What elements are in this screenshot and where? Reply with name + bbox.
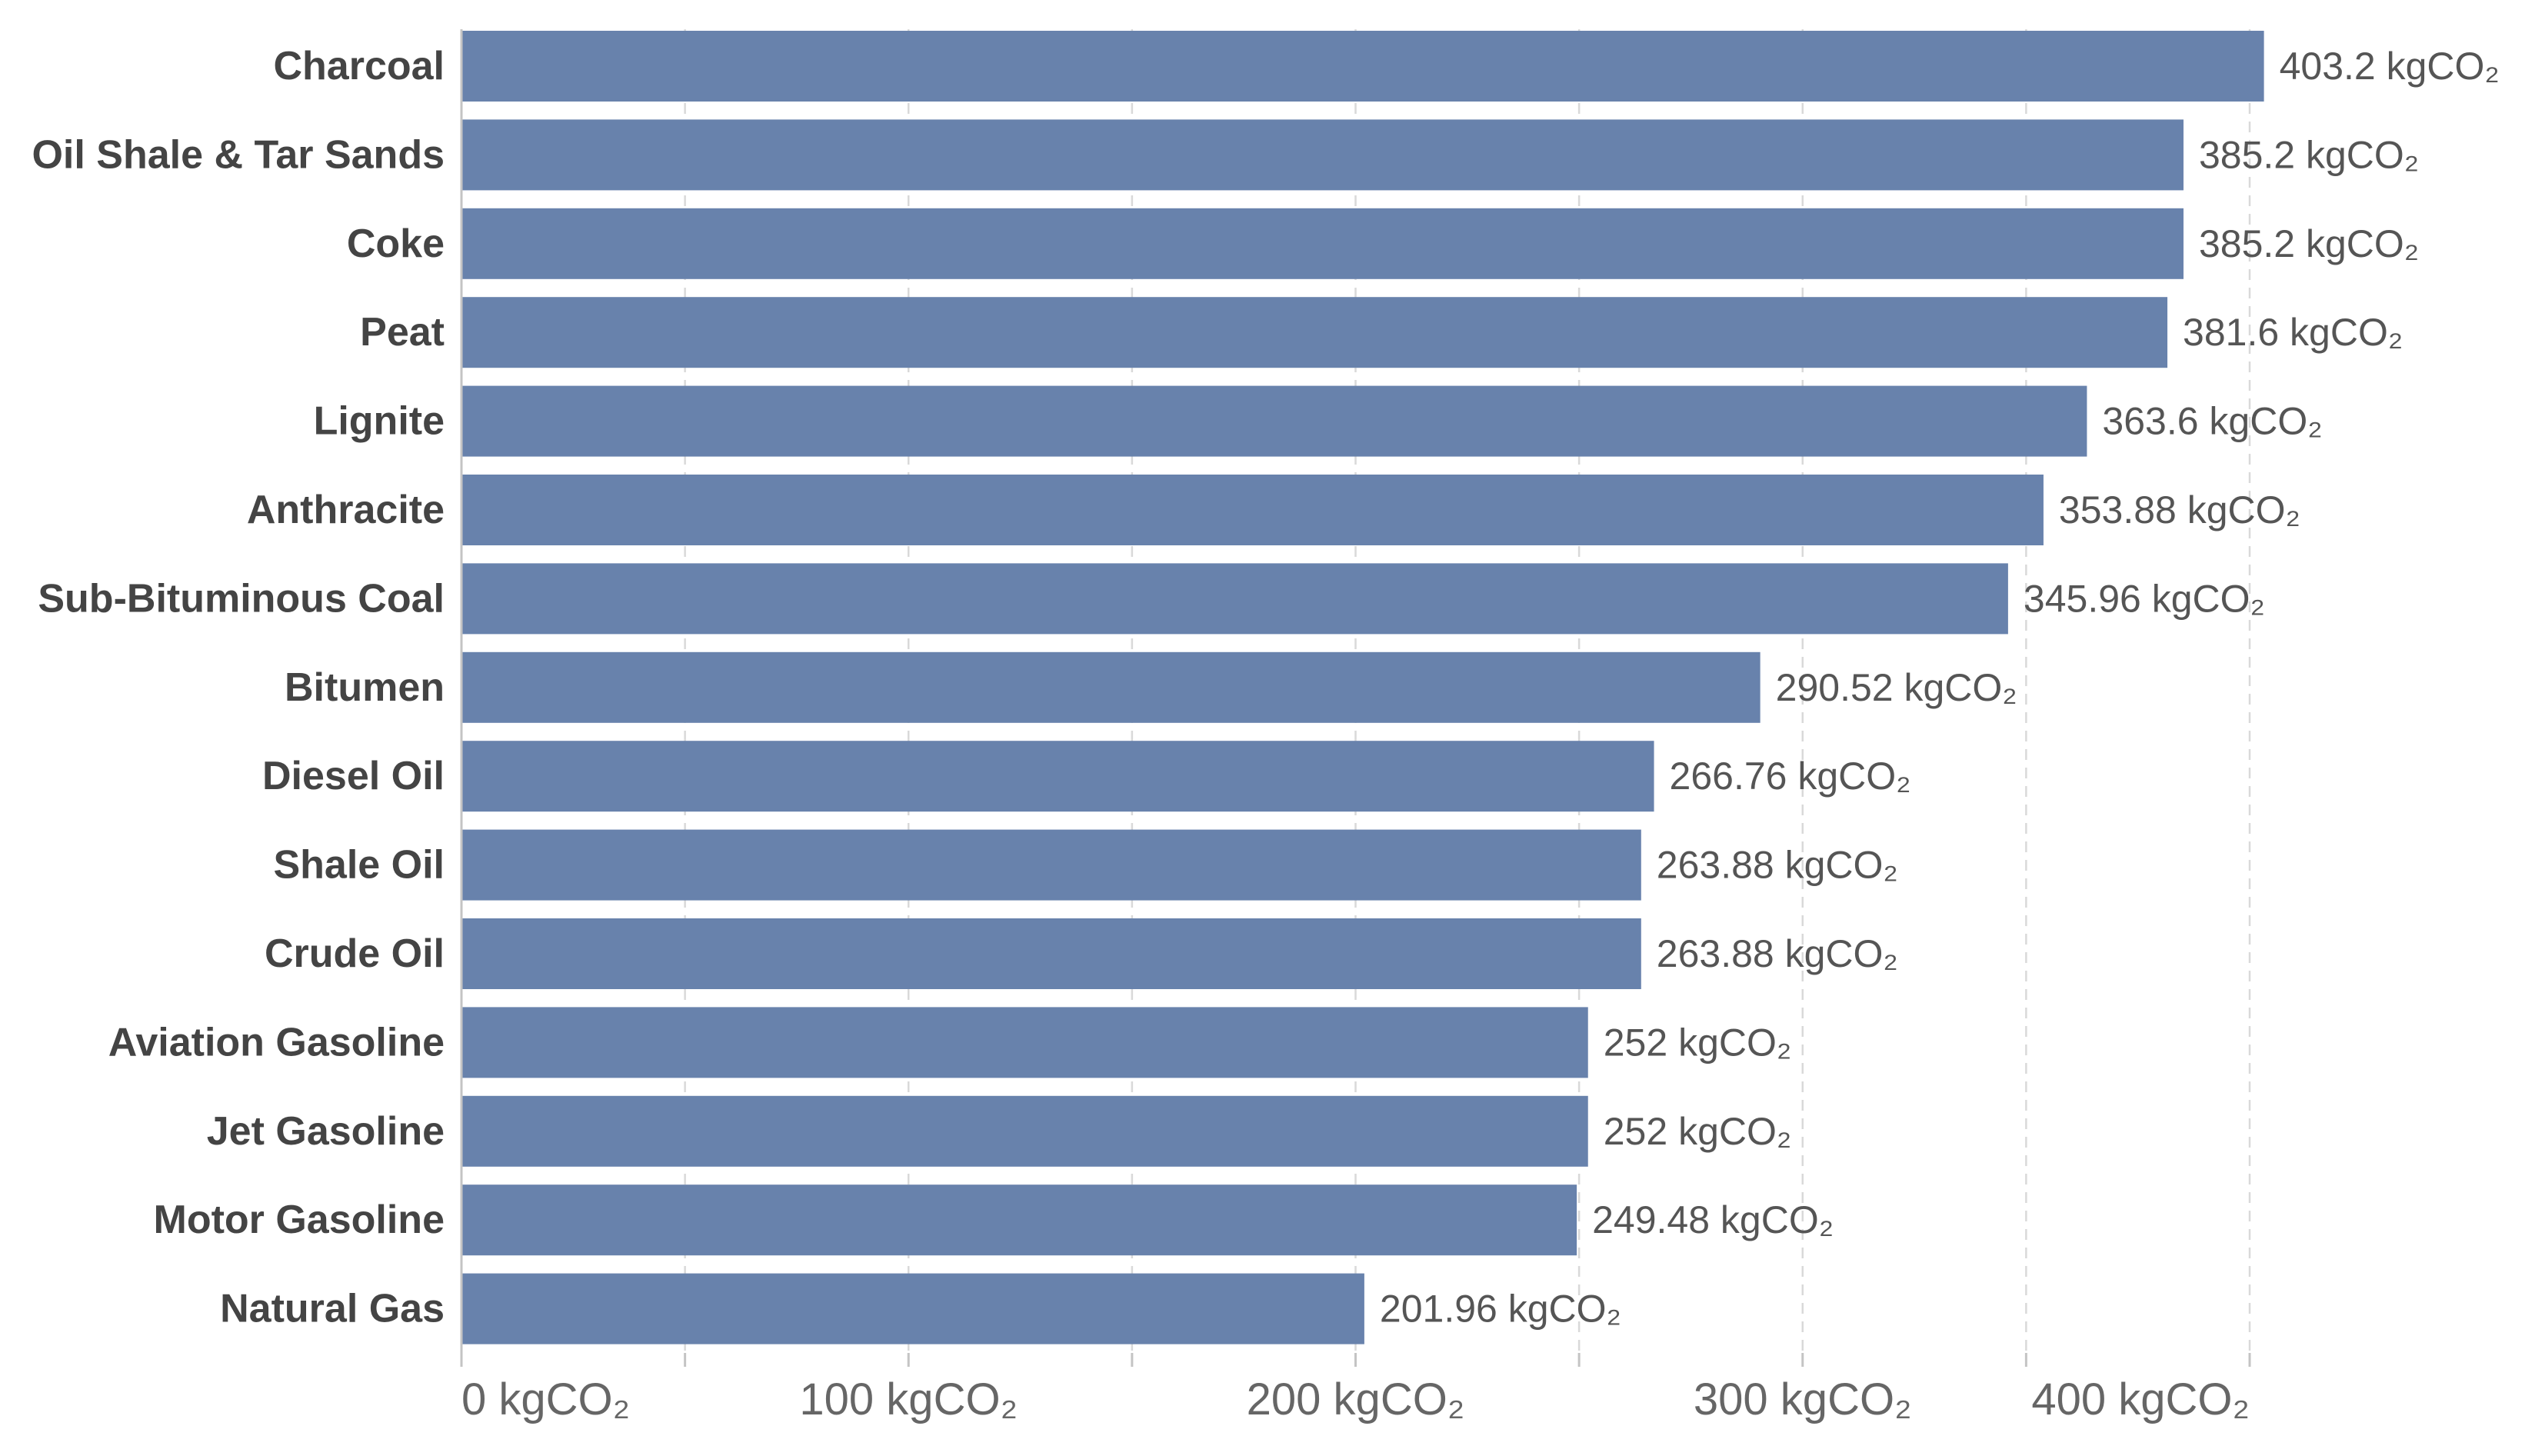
category-label: Natural Gas	[220, 1287, 445, 1331]
value-label: 403.2 kgCO₂	[2280, 45, 2500, 88]
category-label: Shale Oil	[273, 843, 445, 888]
category-label: Diesel Oil	[262, 754, 445, 798]
category-label: Crude Oil	[265, 931, 445, 976]
value-label: 381.6 kgCO₂	[2183, 311, 2403, 354]
value-label: 201.96 kgCO₂	[1380, 1288, 1621, 1331]
value-label: 263.88 kgCO₂	[1657, 844, 1898, 887]
value-label: 252 kgCO₂	[1604, 1110, 1792, 1153]
category-label: Jet Gasoline	[207, 1109, 445, 1154]
value-label: 263.88 kgCO₂	[1657, 932, 1898, 975]
x-tick-label: 100 kgCO₂	[799, 1374, 1018, 1424]
value-label: 385.2 kgCO₂	[2199, 133, 2419, 176]
category-label: Anthracite	[247, 488, 445, 532]
category-label: Oil Shale & Tar Sands	[32, 132, 445, 177]
value-labels: 403.2 kgCO₂ 385.2 kgCO₂ 385.2 kgCO₂ 381.6 k…	[1380, 45, 2500, 1331]
bar	[461, 829, 1641, 901]
value-label: 290.52 kgCO₂	[1776, 666, 2017, 709]
bar	[461, 385, 2087, 457]
value-label: 385.2 kgCO₂	[2199, 222, 2419, 265]
bar	[461, 563, 2008, 635]
x-axis: 0 kgCO₂ 100 kgCO₂ 200 kgCO₂ 300 kgCO₂ 400 kg…	[460, 29, 2251, 1424]
category-label: Sub-Bituminous Coal	[38, 576, 445, 621]
x-tick-label: 400 kgCO₂	[2031, 1374, 2250, 1424]
x-tick-label: 0 kgCO₂	[461, 1374, 630, 1424]
category-label: Motor Gasoline	[154, 1198, 445, 1242]
bar	[461, 651, 1761, 723]
category-label: Charcoal	[273, 44, 445, 88]
category-label: Coke	[347, 222, 445, 266]
bar	[461, 1184, 1577, 1256]
bar	[461, 1095, 1588, 1167]
bar	[461, 1007, 1588, 1078]
bar	[461, 918, 1641, 989]
bar	[461, 741, 1654, 812]
value-label: 363.6 kgCO₂	[2102, 400, 2322, 443]
value-label: 345.96 kgCO₂	[2024, 577, 2265, 620]
value-label: 249.48 kgCO₂	[1592, 1198, 1834, 1241]
bars	[461, 31, 2264, 1344]
bar	[461, 31, 2264, 102]
category-labels: Charcoal Oil Shale & Tar Sands Coke Peat Lig…	[32, 44, 445, 1331]
value-label: 252 kgCO₂	[1604, 1021, 1792, 1064]
bar	[461, 119, 2184, 191]
bar	[461, 475, 2044, 545]
category-label: Bitumen	[285, 665, 445, 710]
value-label: 353.88 kgCO₂	[2059, 488, 2300, 531]
category-label: Aviation Gasoline	[108, 1020, 445, 1065]
x-tick-label: 200 kgCO₂	[1247, 1374, 1465, 1424]
category-label: Lignite	[314, 399, 445, 444]
x-tick-label: 300 kgCO₂	[1694, 1374, 1912, 1424]
bar	[461, 1273, 1364, 1344]
bar	[461, 208, 2184, 279]
value-label: 266.76 kgCO₂	[1670, 755, 1911, 798]
bar	[461, 297, 2168, 368]
category-label: Peat	[360, 310, 445, 355]
